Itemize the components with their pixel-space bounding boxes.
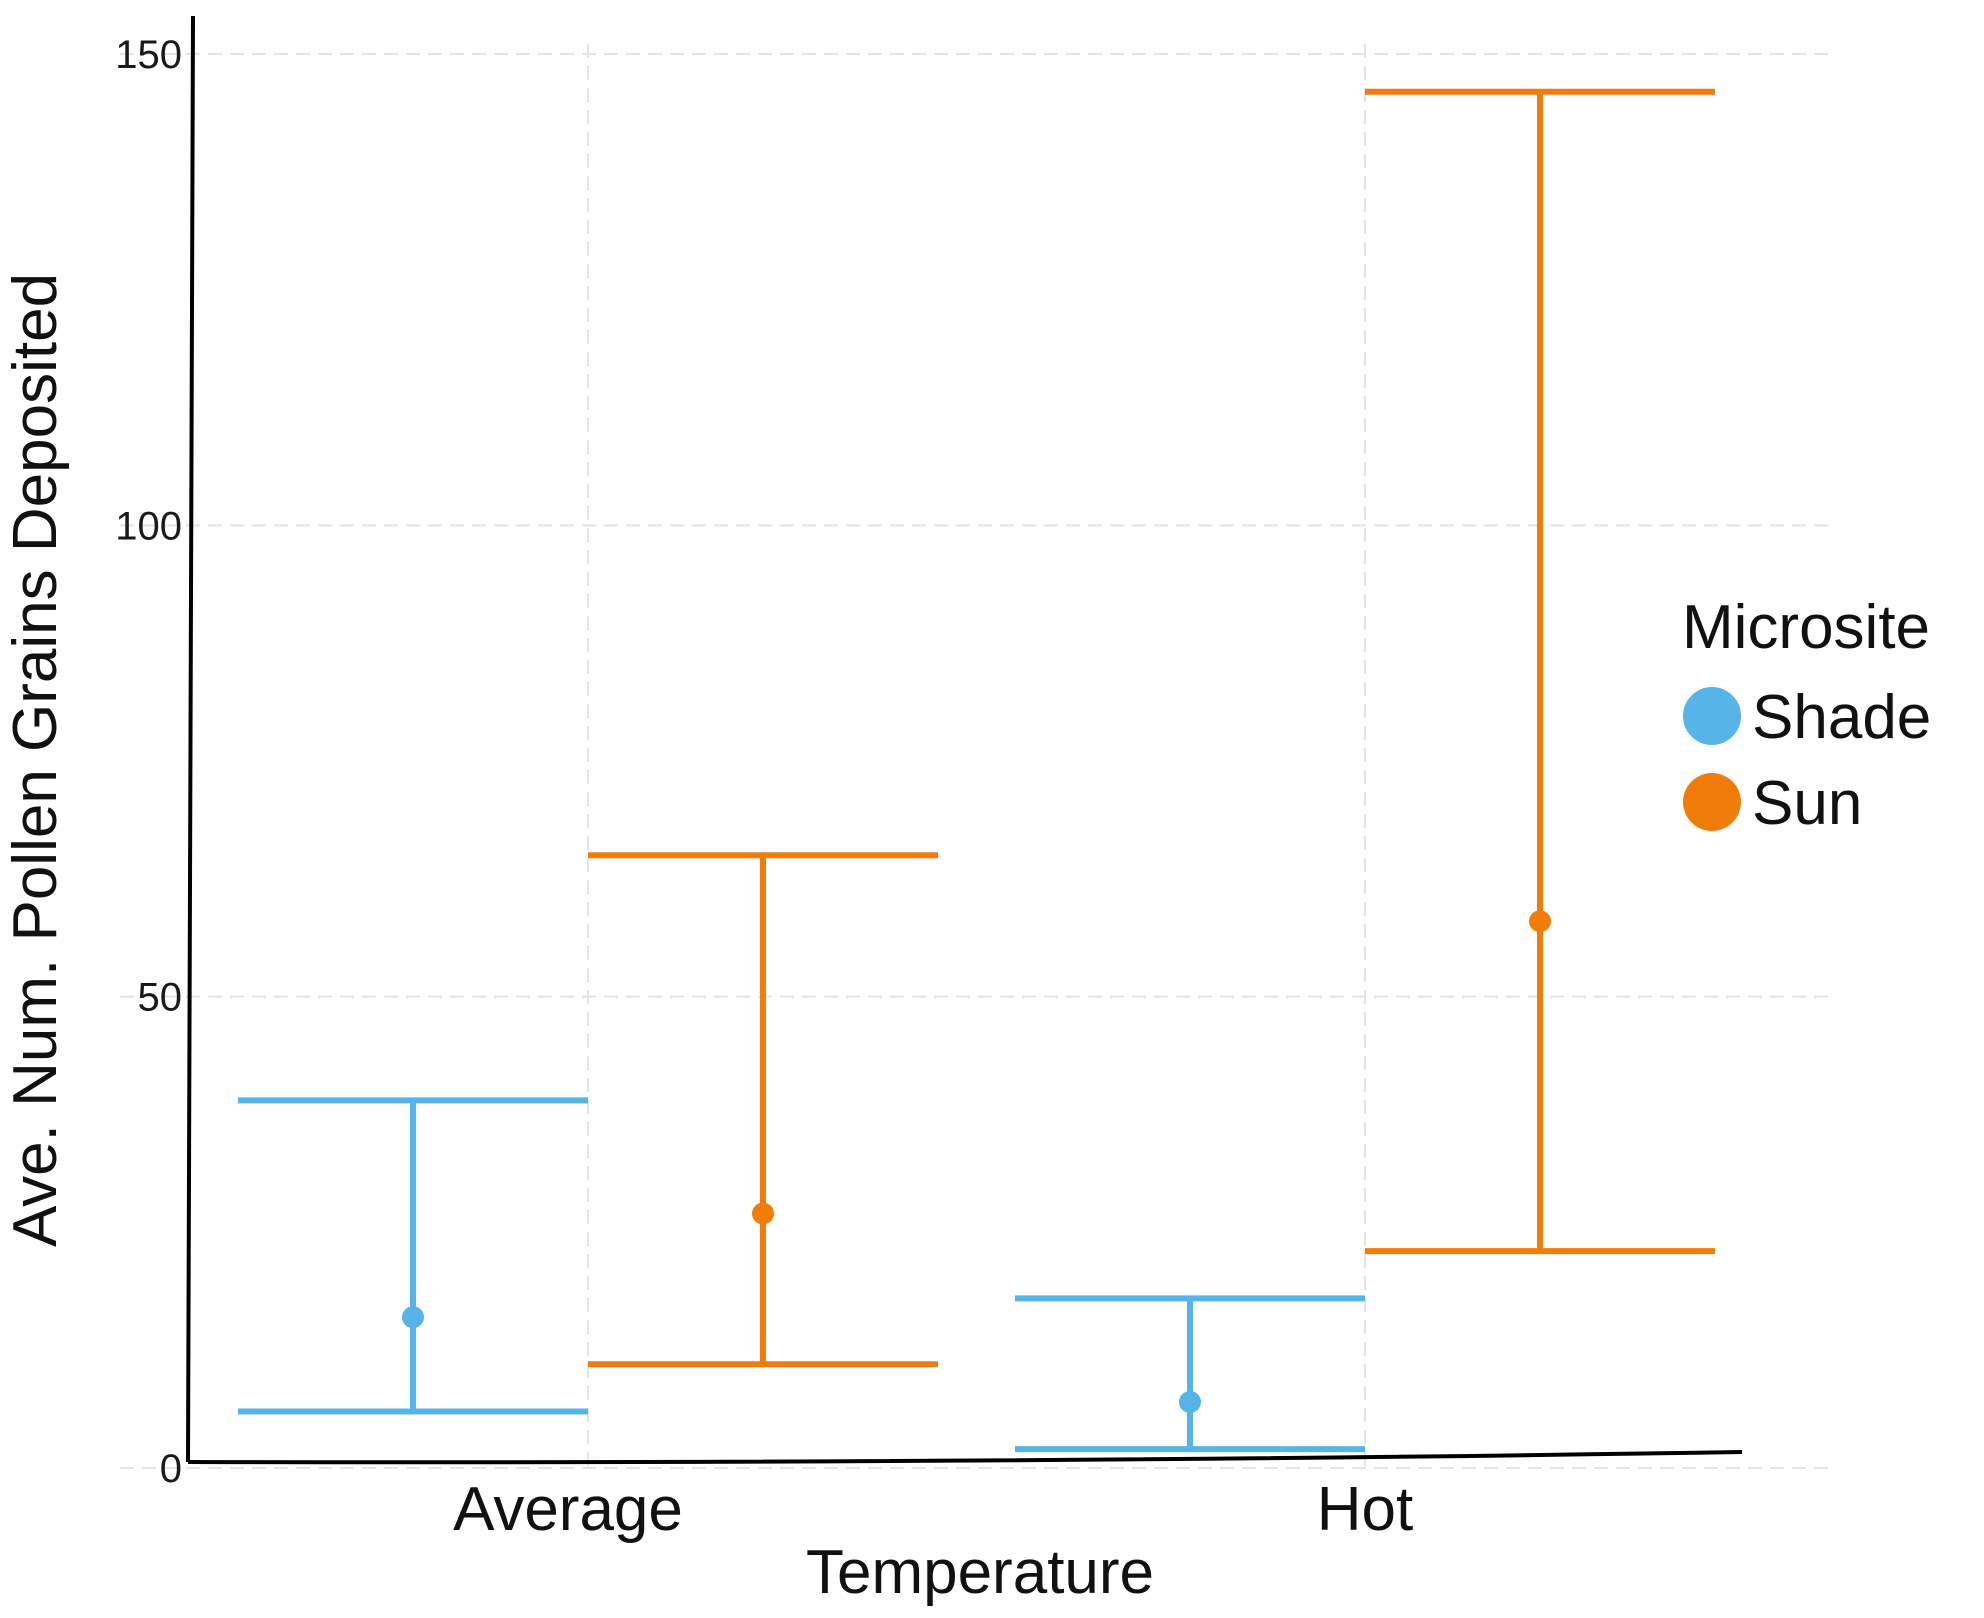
legend-item-sun: Sun <box>1683 769 1862 838</box>
y-tick-label-3: 150 <box>115 33 182 77</box>
x-tick-label-hot: Hot <box>1317 1475 1413 1544</box>
errorbar-sun-hot <box>1365 88 1715 1255</box>
errorbar-sun-average <box>588 852 938 1368</box>
x-tick-labels: Average Hot <box>453 1475 1413 1544</box>
mean-point <box>1179 1391 1201 1414</box>
legend-swatch <box>1683 687 1741 745</box>
legend-item-shade: Shade <box>1683 683 1931 752</box>
axes <box>186 15 1743 1465</box>
y-tick-label-1: 50 <box>138 976 183 1020</box>
y-tick-labels: 0 50 100 150 <box>115 33 182 1491</box>
mean-point <box>752 1202 774 1225</box>
y-axis-line <box>186 15 195 1463</box>
legend-swatch <box>1683 773 1741 831</box>
errorbar-shade-average <box>238 1097 588 1415</box>
y-tick-label-2: 100 <box>115 504 182 548</box>
x-axis-line <box>187 1450 1743 1465</box>
x-axis-title: Temperature <box>806 1538 1154 1607</box>
legend: Microsite Shade Sun <box>1682 593 1931 838</box>
legend-label: Shade <box>1752 683 1931 752</box>
error-bars <box>238 88 1715 1453</box>
gridlines <box>120 44 1832 1474</box>
legend-title: Microsite <box>1682 593 1930 662</box>
errorbar-shade-hot <box>1015 1295 1365 1453</box>
mean-point <box>402 1306 424 1329</box>
y-axis-title: Ave. Num. Pollen Grains Deposited <box>1 273 70 1247</box>
mean-point <box>1529 910 1551 933</box>
legend-label: Sun <box>1752 769 1862 838</box>
x-tick-label-average: Average <box>453 1475 683 1544</box>
y-tick-label-0: 0 <box>160 1447 182 1491</box>
